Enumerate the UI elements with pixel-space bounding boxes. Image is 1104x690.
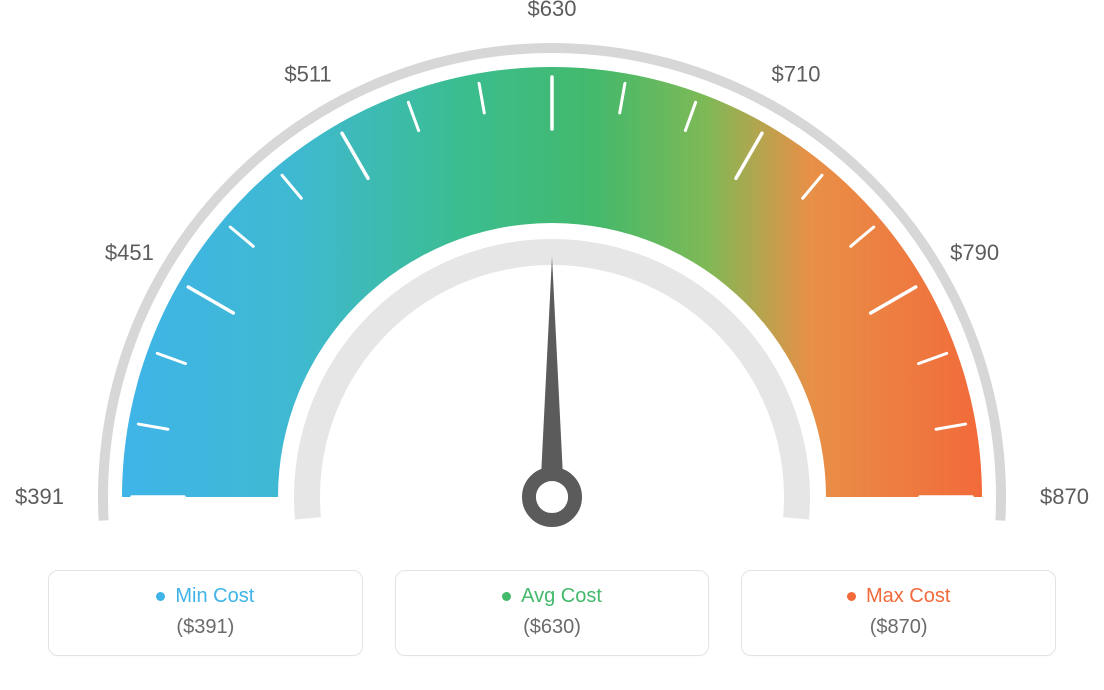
legend-title-avg: Avg Cost	[502, 585, 602, 608]
gauge-tick-label: $630	[528, 0, 577, 21]
legend-value-min: ($391)	[67, 616, 344, 639]
gauge-needle-hub-hole	[536, 481, 568, 513]
gauge-svg: $391 $451 $511 $630 $710 $790 $870	[0, 0, 1104, 560]
legend-title-min: Min Cost	[156, 585, 254, 608]
legend-title-max: Max Cost	[847, 585, 950, 608]
legend-row: Min Cost ($391) Avg Cost ($630) Max Cost…	[0, 570, 1104, 656]
legend-value-avg: ($630)	[414, 616, 691, 639]
legend-card-avg: Avg Cost ($630)	[395, 570, 710, 656]
gauge-tick-label: $870	[1040, 484, 1089, 509]
gauge-chart: $391 $451 $511 $630 $710 $790 $870	[0, 0, 1104, 560]
legend-value-max: ($870)	[760, 616, 1037, 639]
gauge-tick-label: $391	[15, 484, 64, 509]
legend-title-text: Max Cost	[866, 585, 950, 608]
legend-title-text: Avg Cost	[521, 585, 602, 608]
dot-icon	[502, 592, 511, 601]
legend-title-text: Min Cost	[175, 585, 254, 608]
gauge-tick-label: $710	[772, 61, 821, 86]
legend-card-max: Max Cost ($870)	[741, 570, 1056, 656]
dot-icon	[156, 592, 165, 601]
legend-card-min: Min Cost ($391)	[48, 570, 363, 656]
dot-icon	[847, 592, 856, 601]
gauge-tick-label: $451	[105, 240, 154, 265]
gauge-tick-label: $790	[950, 240, 999, 265]
gauge-tick-label: $511	[284, 61, 331, 86]
